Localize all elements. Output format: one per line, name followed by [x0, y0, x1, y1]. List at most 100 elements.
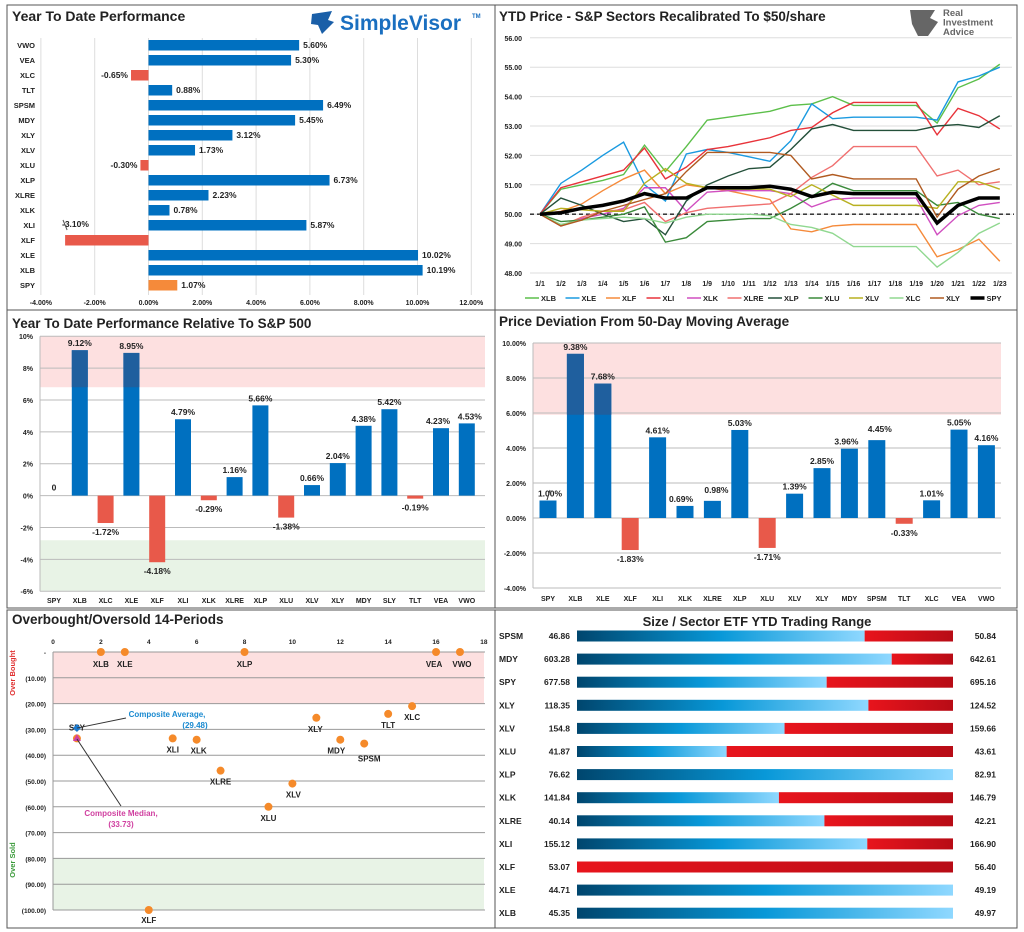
x-tick-label: 1/6 [640, 281, 650, 288]
x-category-label: XLE [596, 596, 610, 603]
y-tick-label: -6% [21, 589, 34, 596]
data-label: -1.83% [617, 554, 644, 564]
data-label: 2.23% [212, 190, 237, 200]
point-xlp [240, 648, 249, 656]
point-xlre [216, 766, 225, 775]
range-bar-current [577, 746, 727, 757]
x-category-label: XLF [151, 598, 165, 605]
composite-average-value: (29.48) [182, 721, 208, 730]
series-line-spy [539, 184, 1000, 226]
x-category-label: XLK [202, 598, 216, 605]
x-category-label: XLV [788, 596, 801, 603]
bar-xlp [252, 405, 269, 496]
y-tick-label: (20.00) [25, 702, 46, 709]
point-label: XLI [166, 745, 178, 754]
y-tick-label: (40.00) [25, 753, 46, 760]
x-tick-label: 1/15 [826, 281, 840, 288]
bar-tlt [407, 495, 424, 499]
point-label: XLY [308, 725, 323, 734]
y-tick-label: 48.00 [504, 271, 522, 278]
series-line-xli [539, 101, 1001, 215]
x-tick-label: 1/4 [598, 281, 608, 288]
point-vwo [455, 648, 464, 656]
data-label: 1.16% [223, 465, 248, 475]
data-label: -0.30% [110, 160, 137, 170]
ytd-high-value: 43.61 [975, 747, 997, 757]
range-row-xlb: XLB 45.35 49.97 [499, 907, 997, 919]
y-tick-label: - [44, 650, 46, 657]
y-category-label: XLU [20, 161, 35, 170]
y-category-label: XLK [20, 206, 36, 215]
data-label: 2.85% [810, 456, 835, 466]
range-row-xle: XLE 44.71 49.19 [499, 884, 996, 896]
ytd-high-value: 50.84 [975, 631, 997, 641]
point-tlt [384, 709, 393, 718]
x-category-label: XLY [331, 598, 344, 605]
point-vea [432, 648, 441, 656]
x-tick-label: 1/5 [619, 281, 629, 288]
ticker-label: MDY [499, 654, 518, 664]
legend-label: SPY [987, 294, 1002, 303]
legend-label: XLK [703, 294, 719, 303]
point-label: XLU [260, 814, 276, 823]
point-xlc [408, 702, 417, 711]
data-label: 0.98% [704, 485, 729, 495]
ticker-label: XLI [499, 839, 512, 849]
x-tick-label: 1/1 [535, 281, 545, 288]
y-tick-label: (10.00) [25, 676, 46, 683]
data-label: 8.95% [119, 341, 144, 351]
data-label: 1.01% [920, 488, 945, 498]
bar-xlf [149, 495, 166, 563]
y-category-label: XLRE [15, 191, 35, 200]
x-tick-label: 1/8 [681, 281, 691, 288]
bar-xlk [676, 505, 694, 518]
data-label: 5.42% [377, 397, 402, 407]
bar-xlf [65, 235, 149, 246]
range-bar-remaining [726, 746, 953, 757]
oversold-zone [40, 540, 485, 592]
point-mdy [336, 735, 345, 744]
point-label: XLF [141, 916, 156, 925]
x-tick-label: 10.00% [406, 300, 431, 307]
x-category-label: XLK [678, 596, 692, 603]
composite-average-label: Composite Average, [129, 710, 206, 719]
x-tick-label: 18 [480, 639, 488, 646]
y-tick-label: 4.00% [506, 446, 527, 453]
logo-text: Advice [943, 27, 974, 38]
data-label: -1.72% [92, 527, 119, 537]
legend-label: XLY [946, 294, 960, 303]
data-label: 6.73% [334, 175, 359, 185]
panel-ytd-price [494, 4, 1018, 311]
x-tick-label: 1/17 [868, 281, 882, 288]
x-tick-label: 1/14 [805, 281, 819, 288]
oversold-axis-label: Over Sold [8, 842, 17, 878]
bar-vea [950, 429, 968, 518]
range-row-spy: SPY 677.58 695.16 [499, 676, 996, 688]
point-xly [312, 713, 321, 722]
bar-xli [175, 419, 191, 496]
ytd-low-value: 40.14 [549, 816, 571, 826]
data-label: -3.10% [62, 219, 89, 229]
x-category-label: VEA [434, 598, 448, 605]
legend-label: XLV [865, 294, 879, 303]
y-tick-label: 0% [23, 494, 34, 501]
x-tick-label: 4.00% [246, 300, 267, 307]
point-label: XLV [286, 791, 302, 800]
data-label: 4.38% [352, 414, 377, 424]
x-category-label: SPSM [867, 596, 887, 603]
trademark: TM [472, 14, 481, 20]
x-category-label: XLI [652, 596, 663, 603]
x-category-label: XLU [279, 598, 293, 605]
overbought-zone [40, 336, 485, 388]
bar-xlu [278, 495, 295, 518]
bar-xlu [758, 518, 776, 548]
bar-xle [148, 250, 419, 261]
logo-text: Real [943, 8, 963, 19]
bar-overlap-xle [594, 383, 612, 415]
chart-title: Size / Sector ETF YTD Trading Range [643, 614, 872, 629]
data-label: 0.78% [173, 205, 198, 215]
x-tick-label: 6 [195, 639, 199, 646]
x-category-label: XLC [99, 598, 113, 605]
ytd-high-value: 49.97 [975, 908, 997, 918]
legend-label: XLB [541, 294, 557, 303]
